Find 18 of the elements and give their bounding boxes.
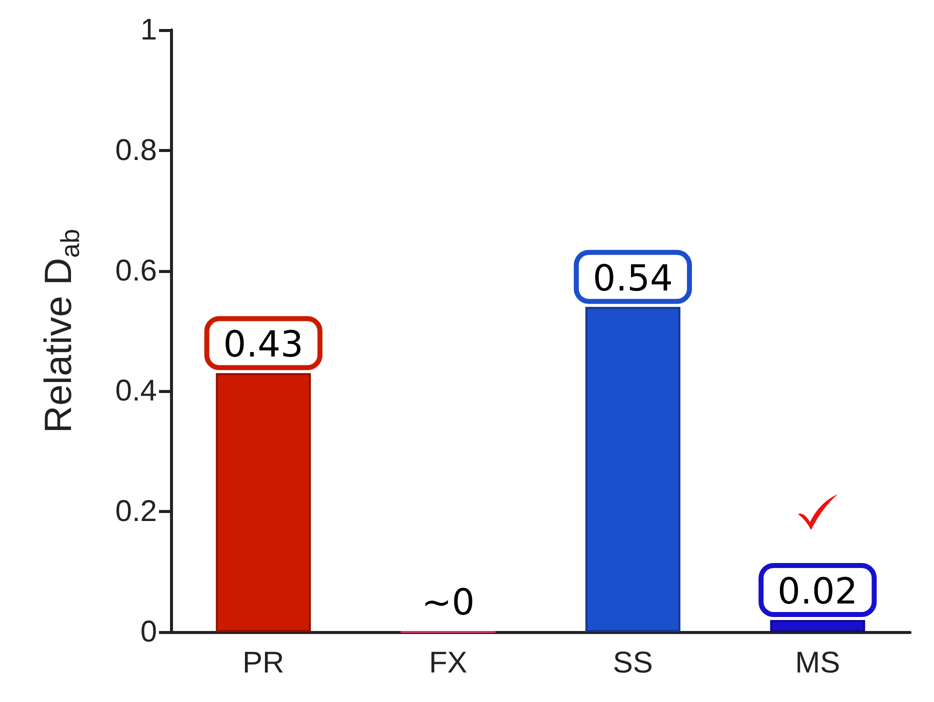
data-label: 0.02 — [778, 571, 858, 612]
x-tick-label: PR — [242, 646, 284, 680]
bar — [585, 306, 680, 632]
y-tick-label: 0.6 — [115, 254, 157, 288]
x-tick-label: MS — [795, 646, 840, 680]
x-tick-label: FX — [428, 646, 468, 680]
y-tick-label: 0.8 — [115, 134, 157, 167]
data-label: 0.54 — [592, 258, 673, 300]
y-tick-label: 0 — [140, 616, 157, 648]
y-axis-title: Relative Dab — [38, 228, 85, 434]
data-label: ~0 — [422, 582, 475, 624]
y-tick-label: 0.4 — [115, 374, 157, 408]
x-tick-label: SS — [612, 646, 653, 680]
y-tick-label: 0.2 — [115, 495, 157, 528]
data-label: 0.43 — [223, 324, 304, 366]
bar — [216, 373, 311, 632]
bar — [770, 620, 866, 632]
y-tick-label: 1 — [140, 14, 157, 46]
